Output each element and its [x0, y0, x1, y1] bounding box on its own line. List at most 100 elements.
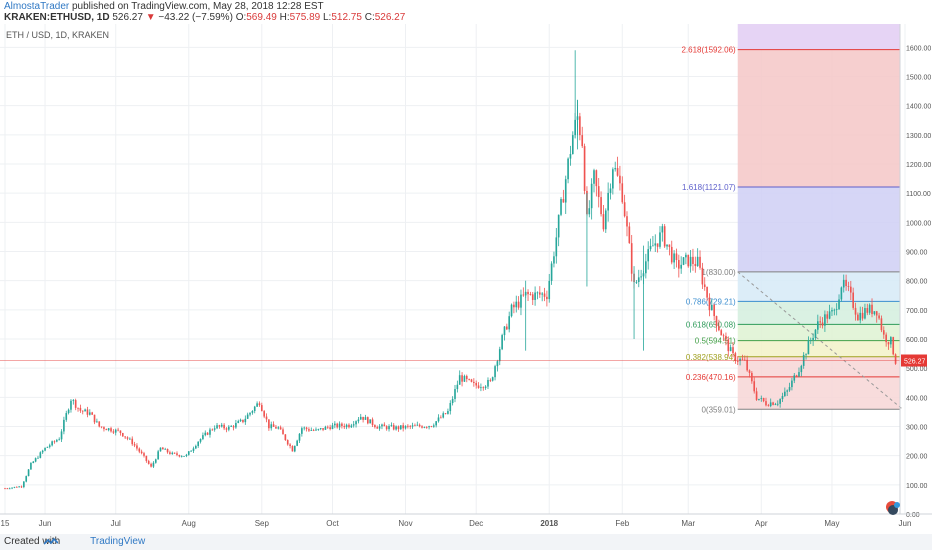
- candle-body: [746, 359, 748, 371]
- candle-body: [227, 426, 230, 430]
- candle-body: [6, 488, 9, 490]
- price-axis[interactable]: 0.00 100.00 200.00 300.00 400.00 500.00 600.00…: [899, 24, 931, 519]
- candle-body: [51, 441, 53, 446]
- candle-body: [817, 321, 819, 330]
- open-label: O:: [235, 12, 247, 23]
- candle-body: [659, 232, 661, 247]
- candle-body: [741, 358, 744, 360]
- tradingview-link[interactable]: TradingView: [90, 536, 146, 547]
- candle-body: [614, 168, 617, 170]
- candle-body: [425, 427, 428, 428]
- candle-body: [878, 315, 880, 319]
- fib-band: [737, 356, 900, 377]
- candle-body: [555, 237, 558, 257]
- candle-body: [859, 312, 862, 321]
- candle-body: [286, 440, 289, 445]
- candle-body: [824, 314, 826, 326]
- candle-body: [364, 417, 367, 420]
- candle-body: [138, 448, 141, 452]
- candle-body: [11, 487, 13, 489]
- candle-body: [647, 249, 650, 262]
- candle-body: [81, 410, 84, 412]
- candle-body: [98, 421, 101, 427]
- candle-body: [30, 462, 32, 470]
- candle-body: [743, 359, 746, 361]
- fib-level-label: 0.236(470.16): [686, 373, 736, 382]
- candle-body: [685, 254, 687, 258]
- symbol-label[interactable]: KRAKEN:ETHUSD, 1D: [4, 12, 110, 23]
- candle-body: [718, 326, 720, 331]
- candle-body: [225, 428, 228, 430]
- fib-band: [737, 187, 900, 272]
- candle-body: [461, 375, 463, 382]
- candle-body: [230, 426, 233, 427]
- candle-body: [779, 399, 781, 404]
- candle-body: [788, 387, 791, 391]
- candle-body: [833, 309, 836, 311]
- candle-body: [272, 424, 275, 427]
- low-label: L:: [323, 12, 332, 23]
- candle-body: [298, 433, 301, 441]
- candle-body: [218, 425, 221, 427]
- candle-body: [260, 405, 263, 412]
- candle-body: [793, 375, 796, 381]
- candle-body: [656, 243, 659, 247]
- candle-body: [842, 279, 845, 288]
- candle-body: [235, 422, 237, 428]
- candle-body: [751, 372, 753, 382]
- candle-body: [885, 334, 887, 343]
- candle-body: [630, 243, 633, 274]
- candle-body: [315, 429, 317, 431]
- candle-body: [103, 427, 105, 430]
- candle-body: [258, 403, 261, 406]
- candle-body: [496, 361, 499, 367]
- candle-body: [550, 263, 553, 281]
- candle-body: [534, 292, 536, 300]
- candle-body: [510, 304, 513, 317]
- candle-body: [282, 429, 284, 435]
- candle-body: [736, 361, 739, 362]
- close-value: 526.27: [374, 12, 406, 23]
- candle-body: [800, 365, 803, 373]
- candle-body: [477, 385, 480, 388]
- candle-body: [812, 337, 814, 340]
- candle-body: [581, 135, 584, 147]
- candle-body: [821, 322, 824, 326]
- candle-body: [663, 226, 666, 247]
- candle-body: [209, 429, 211, 435]
- candle-body: [395, 426, 397, 430]
- author-link[interactable]: AlmostaTrader: [4, 1, 70, 12]
- chart-title: ETH / USD, 1D, KRAKEN: [6, 30, 109, 40]
- candle-body: [232, 426, 235, 428]
- candle-body: [807, 340, 810, 355]
- chart-area[interactable]: 2.618(1592.06) 1.618(1121.07) 1(830.00) 0.7…: [0, 24, 932, 534]
- candle-body: [616, 168, 619, 176]
- candle-body: [374, 425, 376, 428]
- candle-body: [482, 387, 485, 389]
- price-chart[interactable]: 2.618(1592.06) 1.618(1121.07) 1(830.00) 0.7…: [0, 24, 932, 534]
- candles: [0, 50, 900, 490]
- current-price-label: 526.27: [904, 359, 926, 366]
- candle-body: [237, 421, 240, 423]
- x-tick-label: Dec: [469, 519, 483, 528]
- last-price: 526.27: [112, 12, 143, 23]
- candle-body: [371, 419, 374, 426]
- candle-body: [828, 311, 831, 319]
- candle-body: [487, 380, 489, 387]
- candle-body: [25, 476, 28, 482]
- candle-body: [713, 304, 715, 317]
- candle-body: [18, 486, 20, 488]
- x-tick-label: Feb: [615, 519, 629, 528]
- candle-body: [409, 425, 412, 427]
- candle-body: [20, 486, 23, 488]
- candle-body: [204, 432, 207, 436]
- candle-body: [418, 424, 421, 427]
- candle-body: [305, 427, 308, 430]
- candle-body: [835, 309, 838, 310]
- footer-bar: Created with TradingView: [0, 534, 932, 550]
- fibonacci-extension[interactable]: 2.618(1592.06) 1.618(1121.07) 1(830.00) 0.7…: [681, 24, 903, 414]
- y-tick-label: 600.00: [906, 337, 928, 344]
- candle-body: [131, 438, 134, 445]
- candle-body: [463, 375, 466, 382]
- time-axis[interactable]: 15 Jun Jul Aug Sep Oct Nov Dec 2018 Feb Mar Apr May J…: [0, 513, 932, 528]
